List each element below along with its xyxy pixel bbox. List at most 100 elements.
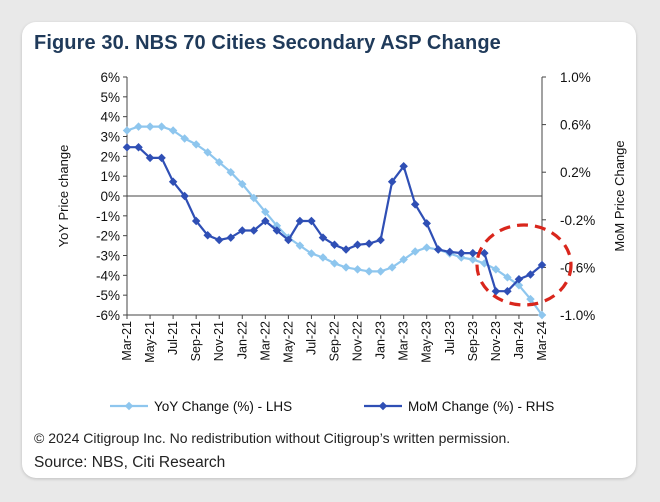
mom-data-point xyxy=(434,245,443,254)
yoy-data-point xyxy=(214,158,224,167)
right-tick-label: 0.6% xyxy=(560,118,591,133)
mom-data-point xyxy=(353,240,362,250)
x-tick-label: Mar-23 xyxy=(397,321,411,361)
x-tick-label: Jul-21 xyxy=(166,321,180,355)
yoy-data-point xyxy=(307,249,316,258)
highlight-circle xyxy=(475,223,573,307)
mom-data-point xyxy=(422,219,431,228)
x-tick-label: Sep-21 xyxy=(189,321,203,361)
yoy-data-point xyxy=(145,122,155,131)
x-tick-label: Mar-24 xyxy=(535,321,549,361)
yoy-data-point xyxy=(410,247,420,256)
legend-mom-marker xyxy=(378,401,388,411)
left-tick-label: 4% xyxy=(100,110,120,125)
mom-data-point xyxy=(295,216,305,226)
mom-data-point xyxy=(376,235,385,245)
yoy-data-point xyxy=(238,179,247,189)
x-tick-label: Jan-24 xyxy=(512,321,526,359)
mom-data-point xyxy=(145,153,155,163)
chart-legend: YoY Change (%) - LHS MoM Change (%) - RHS xyxy=(110,399,554,414)
left-axis-label: YoY Price change xyxy=(56,145,71,248)
mom-data-point xyxy=(399,162,408,171)
left-tick-label: 3% xyxy=(100,130,120,145)
left-tick-label: -1% xyxy=(96,209,120,224)
x-tick-label: Sep-23 xyxy=(466,321,480,361)
left-tick-label: -3% xyxy=(96,249,120,264)
yoy-data-point xyxy=(191,140,201,149)
yoy-data-point xyxy=(203,148,212,157)
mom-data-point xyxy=(261,216,270,226)
mom-data-point xyxy=(445,247,455,257)
yoy-data-point xyxy=(526,294,535,304)
mom-data-point xyxy=(214,235,224,245)
x-tick-label: Mar-21 xyxy=(120,321,134,361)
left-tick-label: 1% xyxy=(100,169,120,184)
right-tick-label: 1.0% xyxy=(560,70,591,85)
mom-data-point xyxy=(457,248,466,258)
x-tick-label: Nov-23 xyxy=(489,321,503,361)
mom-data-point xyxy=(180,191,189,201)
yoy-data-point xyxy=(399,255,408,264)
mom-data-point xyxy=(491,286,501,296)
left-tick-label: 6% xyxy=(100,70,120,85)
yoy-data-point xyxy=(330,259,339,268)
yoy-data-point xyxy=(457,253,466,262)
mom-data-point xyxy=(330,240,339,250)
x-tick-label: Nov-21 xyxy=(212,321,226,361)
right-tick-label: -0.2% xyxy=(560,213,595,228)
yoy-data-point xyxy=(122,126,132,135)
mom-data-point xyxy=(203,231,212,240)
mom-data-point xyxy=(226,233,235,242)
yoy-data-point xyxy=(226,167,235,177)
x-tick-label: Jul-22 xyxy=(304,321,318,355)
right-tick-label: 0.2% xyxy=(560,165,591,180)
figure-card: Figure 30. NBS 70 Cities Secondary ASP C… xyxy=(22,22,636,478)
x-tick-label: Mar-22 xyxy=(258,321,272,361)
chart-series xyxy=(122,122,573,320)
left-tick-label: -4% xyxy=(96,268,120,283)
mom-data-point xyxy=(468,248,478,258)
x-tick-label: May-22 xyxy=(281,321,295,363)
mom-data-point xyxy=(410,200,420,209)
right-tick-label: -0.6% xyxy=(560,260,595,275)
yoy-data-point xyxy=(261,207,270,217)
chart-axes: 6% 5% 4% 3% 2% 1% 0% -1% -2% -3% -4% -5% -6% 1.0% 0.6%… xyxy=(56,70,627,363)
x-tick-label: Jul-23 xyxy=(443,321,457,355)
yoy-data-point xyxy=(422,243,431,252)
mom-data-point xyxy=(191,216,201,226)
x-tick-label: Sep-22 xyxy=(328,321,342,361)
mom-data-point xyxy=(341,245,351,254)
figure-title: Figure 30. NBS 70 Cities Secondary ASP C… xyxy=(34,32,501,54)
mom-data-point xyxy=(249,226,259,235)
mom-data-point xyxy=(272,226,282,235)
mom-data-point xyxy=(134,142,143,152)
yoy-data-point xyxy=(353,265,362,274)
left-tick-label: -2% xyxy=(96,229,120,244)
legend-mom-label: MoM Change (%) - RHS xyxy=(408,399,554,414)
yoy-data-point xyxy=(376,267,385,276)
mom-data-point xyxy=(157,153,166,163)
mom-data-point xyxy=(284,235,293,245)
left-tick-label: 2% xyxy=(100,149,120,164)
left-tick-label: -5% xyxy=(96,288,120,303)
line-chart: 6% 5% 4% 3% 2% 1% 0% -1% -2% -3% -4% -5% -6% 1.0% 0.6%… xyxy=(56,70,627,414)
mom-data-point xyxy=(387,177,397,186)
right-tick-label: -1.0% xyxy=(560,308,595,323)
yoy-data-point xyxy=(503,273,512,282)
x-tick-label: Jan-22 xyxy=(235,321,249,359)
yoy-data-point xyxy=(180,134,189,143)
yoy-data-point xyxy=(514,281,524,290)
yoy-data-point xyxy=(387,263,397,272)
yoy-series-line xyxy=(126,125,543,316)
copyright-notice: © 2024 Citigroup Inc. No redistribution … xyxy=(34,430,511,446)
mom-data-point xyxy=(364,239,374,248)
x-tick-label: May-23 xyxy=(420,321,434,363)
yoy-data-point xyxy=(157,122,166,131)
yoy-data-point xyxy=(168,126,178,135)
mom-data-point xyxy=(238,226,247,235)
yoy-data-point xyxy=(295,241,305,250)
mom-data-point xyxy=(168,177,178,186)
mom-data-point xyxy=(318,233,328,242)
legend-yoy-marker xyxy=(124,401,134,411)
yoy-data-point xyxy=(318,253,328,262)
